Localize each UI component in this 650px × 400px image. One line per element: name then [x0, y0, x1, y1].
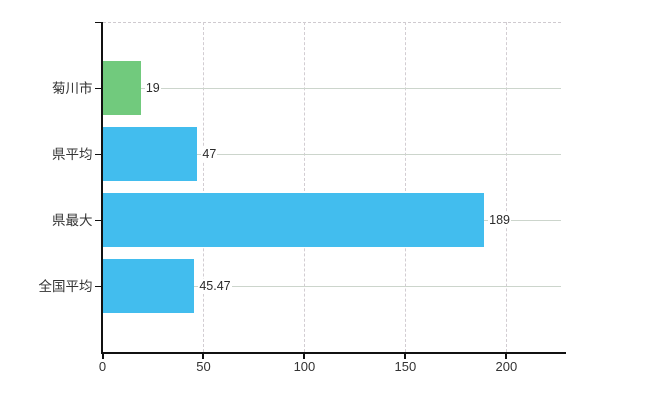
x-axis-line: [100, 352, 566, 354]
gridline-v: [506, 22, 508, 352]
gridline-h: [102, 153, 561, 155]
bar: [102, 61, 141, 115]
y-axis-line: [100, 22, 103, 354]
gridline-h: [102, 285, 561, 287]
category-label: 県平均: [52, 146, 93, 162]
gridline-h: [102, 87, 561, 89]
x-axis-tick: [404, 354, 407, 359]
x-tick-label: 50: [196, 359, 211, 374]
x-axis-tick: [101, 354, 104, 359]
gridline-v: [405, 22, 407, 352]
y-axis-tick: [94, 153, 101, 155]
category-label: 全国平均: [38, 278, 93, 294]
x-axis-tick: [303, 354, 306, 359]
category-label: 菊川市: [52, 80, 93, 96]
y-axis-tick: [94, 285, 101, 287]
x-axis-tick: [505, 354, 508, 359]
bar: [102, 193, 485, 247]
y-axis-tick: [94, 219, 101, 221]
bar-value-label: 47: [201, 146, 218, 162]
bar-value-label: 189: [488, 212, 512, 228]
bar: [102, 259, 195, 313]
y-axis-tick: [94, 21, 101, 23]
x-tick-label: 100: [293, 359, 316, 374]
x-tick-label: 0: [98, 359, 107, 374]
bar-value-label: 19: [144, 80, 161, 96]
x-axis-tick: [202, 354, 205, 359]
y-axis-tick: [94, 87, 101, 89]
bar-value-label: 45.47: [198, 278, 232, 294]
bar: [102, 127, 198, 181]
category-label: 県最大: [52, 212, 93, 228]
gridline-v: [203, 22, 205, 352]
x-tick-label: 200: [495, 359, 518, 374]
gridline-v: [304, 22, 306, 352]
plot-top-border: [102, 22, 561, 23]
x-tick-label: 150: [394, 359, 417, 374]
